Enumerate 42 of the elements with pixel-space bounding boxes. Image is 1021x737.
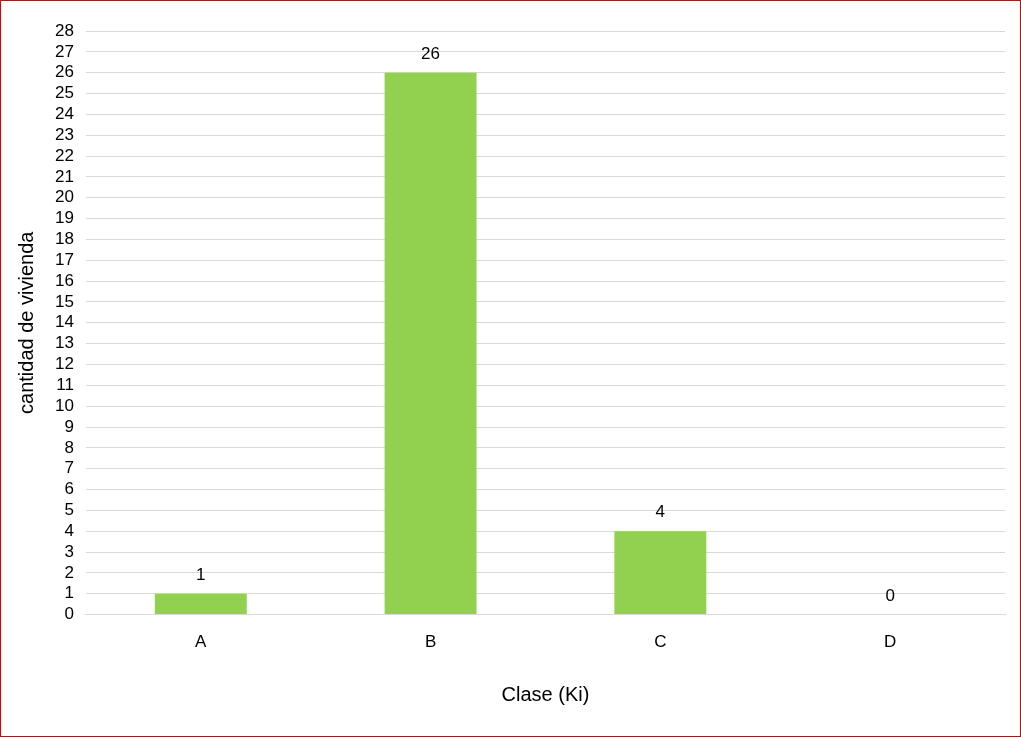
y-tick-label: 13: [54, 333, 74, 353]
y-tick-label: 3: [64, 541, 74, 561]
y-tick-label: 27: [54, 41, 74, 61]
bar: [154, 593, 247, 615]
y-tick-label: 18: [54, 229, 74, 249]
x-axis-title: Clase (Ki): [501, 682, 590, 705]
y-tick-label: 5: [64, 500, 74, 520]
y-tick-label: 2: [64, 562, 74, 582]
x-tick-label: D: [883, 632, 897, 652]
y-tick-label: 8: [64, 437, 74, 457]
y-tick-label: 0: [64, 604, 74, 624]
y-tick-label: 4: [64, 520, 74, 540]
y-axis-title: cantidad de vivienda: [14, 230, 37, 414]
y-tick-label: 19: [54, 208, 74, 228]
x-tick-label: A: [195, 632, 208, 652]
y-tick-label: 6: [64, 479, 74, 499]
y-tick-label: 11: [56, 375, 74, 395]
bar: [614, 531, 707, 615]
y-tick-label: 9: [64, 416, 74, 436]
data-label: 26: [421, 43, 441, 63]
y-tick-label: 14: [54, 312, 74, 332]
y-tick-label: 15: [54, 291, 74, 311]
data-label: 0: [885, 585, 895, 605]
y-tick-label: 24: [54, 104, 74, 124]
y-tick-label: 25: [54, 83, 74, 103]
y-tick-label: 7: [64, 458, 74, 478]
y-tick-label: 12: [54, 354, 74, 374]
x-tick-label: B: [424, 632, 437, 652]
x-tick-label: C: [654, 632, 667, 652]
data-label: 1: [196, 564, 206, 584]
bar: [384, 72, 477, 615]
y-tick-label: 17: [54, 249, 74, 269]
y-tick-label: 23: [54, 124, 74, 144]
y-tick-label: 22: [54, 145, 74, 165]
y-tick-label: 20: [54, 187, 74, 207]
y-tick-label: 21: [54, 166, 74, 186]
y-tick-label: 28: [54, 20, 74, 40]
y-tick-label: 1: [64, 583, 74, 603]
data-label: 4: [655, 502, 666, 522]
y-tick-label: 26: [54, 62, 74, 82]
y-tick-label: 16: [54, 270, 74, 290]
y-tick-label: 10: [54, 395, 74, 415]
